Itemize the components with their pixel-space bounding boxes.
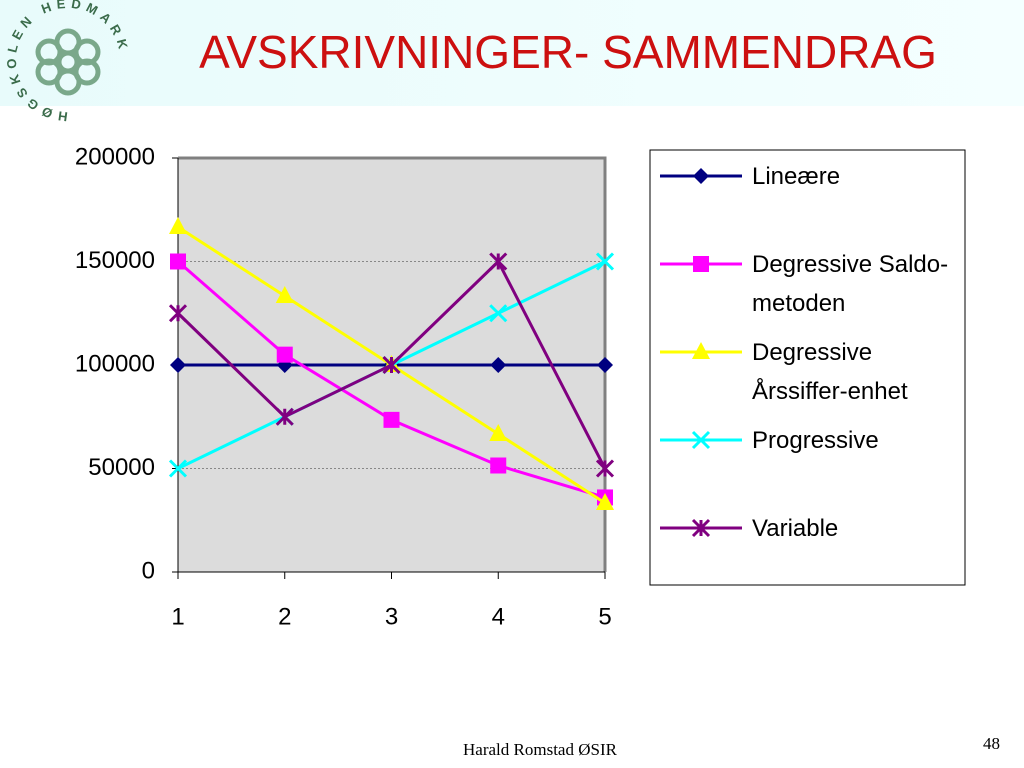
marker [276,346,293,363]
logo [35,28,101,96]
slide-title: AVSKRIVNINGER- SAMMENDRAG [199,26,937,78]
marker [595,252,615,271]
marker [691,430,711,450]
x-tick-label: 5 [598,603,611,630]
legend-label: Variable [752,514,839,542]
marker [597,357,613,373]
legend-label: Progressive [752,426,879,454]
marker [382,355,401,375]
marker [490,357,507,373]
footer-author: Harald Romstad ØSIR [463,740,617,759]
marker [490,457,507,474]
marker [692,342,710,359]
marker [596,493,614,511]
marker [170,253,186,270]
y-tick-label: 100000 [75,350,155,377]
page-number: 48 [983,734,1000,753]
x-tick-label: 3 [385,603,398,630]
legend-label: Lineære [752,162,841,190]
marker [595,459,615,478]
legend-box [649,149,966,586]
y-tick-label: 200000 [75,143,155,170]
marker [169,216,187,234]
plot-border [178,156,607,572]
marker [168,459,188,478]
x-tick-label: 2 [278,603,291,630]
marker [693,256,709,272]
marker [168,304,188,323]
marker [170,357,186,373]
marker [489,304,508,323]
marker [489,252,508,271]
header-band [0,0,1024,106]
marker [275,286,294,304]
marker [275,407,294,426]
legend-label: Degressive Årssiffer-enhet [752,338,908,405]
legend-label: Degressive Saldo-metoden [752,250,949,317]
marker [691,518,711,538]
y-tick-label: 0 [142,557,155,584]
marker [383,411,400,428]
marker [489,423,508,441]
x-tick-label: 4 [492,603,505,630]
x-tick-label: 1 [171,603,184,630]
y-tick-label: 50000 [88,454,155,481]
marker [693,168,709,184]
y-tick-label: 150000 [75,247,155,274]
